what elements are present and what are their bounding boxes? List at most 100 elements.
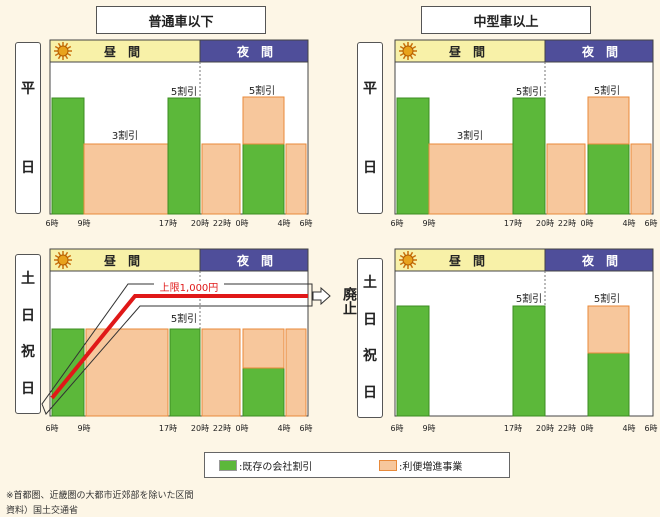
abolish-label: 廃止 [341, 287, 357, 315]
discount-label: 5割引 [516, 85, 542, 98]
sun-ray [399, 52, 405, 57]
legend-convenience-swatch [379, 460, 397, 471]
sun-ray [411, 254, 417, 259]
weekday-label-right: 平 日 [357, 42, 383, 214]
existing-bar [587, 352, 630, 417]
day-label: 昼 間 [448, 253, 485, 268]
x-tick-label: 20時 [536, 424, 554, 433]
sun-ray [402, 263, 407, 269]
sun-ray [66, 254, 72, 259]
convenience-bar [242, 328, 285, 369]
sun-ray [402, 42, 407, 48]
sun-icon [402, 45, 414, 57]
legend-convenience-label: :利便増進事業 [399, 462, 463, 473]
sun-icon [57, 45, 69, 57]
x-tick-label: 22時 [558, 219, 576, 228]
sun-ray [399, 261, 405, 266]
day-label: 昼 間 [103, 44, 140, 59]
x-tick-label: 20時 [191, 219, 209, 228]
sun-ray [409, 263, 414, 269]
night-band [199, 248, 309, 272]
sun-ray [57, 54, 62, 60]
x-tick-label: 6時 [390, 219, 403, 228]
discount-label: 3割引 [112, 129, 138, 142]
sun-ray [399, 254, 405, 259]
cap-label: 上限1,000円 [160, 282, 219, 294]
sun-icon [57, 254, 69, 266]
existing-bar [242, 367, 285, 417]
sun-ray [399, 45, 405, 50]
night-label: 夜 間 [236, 44, 273, 59]
sun-ray [54, 45, 60, 50]
convenience-bar [83, 143, 169, 215]
x-tick-label: 17時 [504, 219, 522, 228]
discount-label: 5割引 [249, 84, 275, 97]
x-tick-label: 9時 [422, 219, 435, 228]
x-tick-label: 22時 [558, 424, 576, 433]
existing-bar [396, 97, 430, 215]
sun-ray [57, 251, 62, 257]
convenience-bar [428, 143, 514, 215]
sun-icon [402, 254, 414, 266]
night-label: 夜 間 [236, 253, 273, 268]
holiday-label-left: 土 日 祝 日 [15, 254, 41, 414]
convenience-bar [587, 96, 630, 145]
existing-bar [169, 328, 201, 417]
holiday-char: 土 [21, 271, 35, 288]
convenience-bar [201, 328, 241, 417]
note-source: 資料）国土交通省 [6, 506, 79, 516]
x-tick-label: 6時 [299, 424, 312, 433]
holiday-char: 祝 [21, 344, 35, 361]
cap-label-bg [154, 281, 224, 294]
header-right: 中型車以上 [421, 6, 591, 34]
discount-label: 5割引 [594, 84, 620, 97]
discount-label: 5割引 [171, 312, 197, 325]
sun-ray [57, 263, 62, 269]
night-band [544, 248, 654, 272]
holiday-char: 日 [21, 380, 35, 397]
x-tick-label: 4時 [622, 219, 635, 228]
sun-ray [54, 261, 60, 266]
weekday-label-left: 平 日 [15, 42, 41, 214]
cap-outline [41, 283, 313, 415]
convenience-bar [630, 143, 652, 215]
x-tick-label: 6時 [299, 219, 312, 228]
x-tick-label: 9時 [77, 219, 90, 228]
weekday-char: 日 [363, 159, 377, 176]
sun-ray [411, 52, 417, 57]
night-band [199, 39, 309, 63]
x-tick-label: 17時 [159, 424, 177, 433]
x-tick-label: 4時 [622, 424, 635, 433]
x-tick-label: 0時 [235, 424, 248, 433]
holiday-char: 土 [363, 275, 377, 292]
charts-canvas: 昼 間夜 間6時 9時 17時 20時 22時 0時 4時 6時3割引5割引 5割引昼 間夜 間… [41, 39, 658, 433]
convenience-bar [85, 328, 169, 417]
sun-ray [402, 54, 407, 60]
sun-ray [411, 45, 417, 50]
sun-ray [66, 261, 72, 266]
existing-bar [396, 305, 430, 417]
x-tick-label: 20時 [191, 424, 209, 433]
sun-ray [54, 254, 60, 259]
day-label: 昼 間 [103, 253, 140, 268]
x-tick-label: 6時 [45, 424, 58, 433]
holiday-char: 日 [363, 311, 377, 328]
holiday-label-right: 土 日 祝 日 [357, 258, 383, 418]
note-area: ※首都圏、近畿圏の大都市近郊部を除いた区間 [6, 491, 194, 501]
discount-label: 5割引 [594, 292, 620, 305]
sun-ray [402, 251, 407, 257]
existing-bar [167, 97, 201, 215]
discount-label: 5割引 [171, 85, 197, 98]
legend-existing-swatch [219, 460, 237, 471]
holiday-char: 日 [21, 307, 35, 324]
night-label: 夜 間 [581, 44, 618, 59]
x-tick-label: 0時 [235, 219, 248, 228]
convenience-bar [587, 305, 630, 354]
sun-ray [411, 261, 417, 266]
night-label: 夜 間 [581, 253, 618, 268]
sun-ray [409, 42, 414, 48]
existing-bar [51, 328, 85, 417]
weekday-char: 平 [21, 80, 35, 97]
day-label: 昼 間 [448, 44, 485, 59]
convenience-bar [242, 96, 285, 145]
